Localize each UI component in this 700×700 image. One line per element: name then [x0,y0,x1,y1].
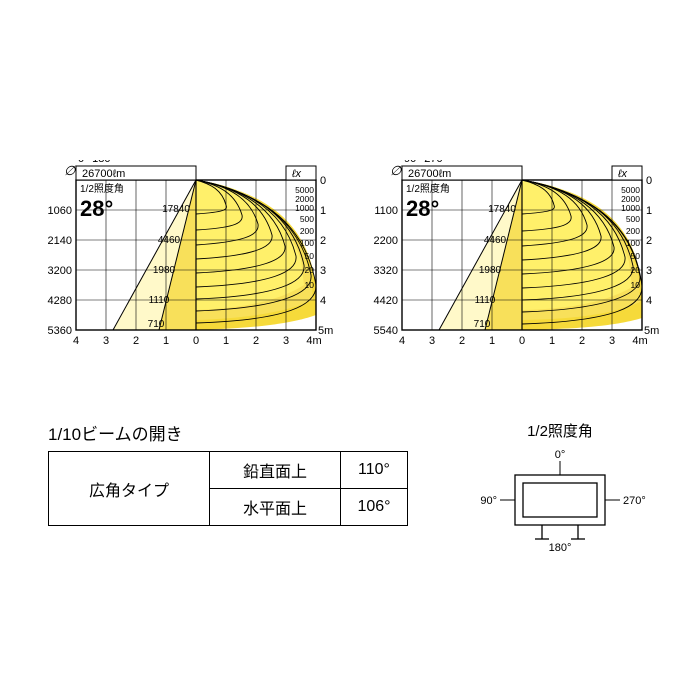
svg-text:1000: 1000 [295,203,314,213]
svg-text:1/2照度角: 1/2照度角 [406,182,450,195]
svg-text:200: 200 [300,226,314,236]
svg-text:1: 1 [646,205,652,217]
svg-text:3: 3 [646,265,652,277]
svg-text:26700ℓm: 26700ℓm [408,168,451,180]
svg-text:17840: 17840 [488,204,516,215]
svg-text:0°: 0° [555,449,566,461]
svg-text:2: 2 [320,235,326,247]
svg-text:2: 2 [459,335,465,347]
svg-text:500: 500 [626,214,640,224]
svg-text:90°-270°: 90°-270° [404,160,447,165]
svg-text:3200: 3200 [48,265,72,277]
svg-text:2140: 2140 [48,235,72,247]
chart-90-270: 26700ℓm 90°-270° ∅ ℓx 1/2照度角 28° 1100 22… [362,160,672,405]
svg-text:4m: 4m [632,335,647,347]
svg-text:4: 4 [399,335,405,347]
svg-text:500: 500 [300,214,314,224]
angle-title: 1/2照度角 [470,420,650,441]
svg-text:1: 1 [489,335,495,347]
row2-value: 106° [341,489,408,526]
svg-text:4460: 4460 [158,235,181,246]
svg-text:100: 100 [626,238,640,248]
svg-text:3: 3 [103,335,109,347]
svg-text:4420: 4420 [374,295,398,307]
svg-text:1980: 1980 [479,265,502,276]
svg-text:0: 0 [320,175,326,187]
row2-label: 水平面上 [210,489,341,526]
svg-text:200: 200 [626,226,640,236]
svg-text:0: 0 [193,335,199,347]
svg-text:90°: 90° [480,495,497,507]
svg-text:270°: 270° [623,495,646,507]
halfval-1: 28° [80,196,113,221]
angle-diagram: 1/2照度角 0° 90° 270° 180° [470,420,650,560]
beam-table-section: 1/10ビームの開き 広角タイプ 鉛直面上 110° 水平面上 106° [48,420,408,526]
svg-text:3: 3 [609,335,615,347]
row1-label: 鉛直面上 [210,452,341,489]
lx-1: ℓx [291,168,302,180]
svg-text:ℓx: ℓx [617,168,628,180]
svg-text:180°: 180° [549,542,572,554]
svg-text:710: 710 [474,319,491,330]
svg-text:1: 1 [163,335,169,347]
svg-text:4: 4 [646,295,652,307]
svg-text:1110: 1110 [149,295,170,306]
svg-text:3: 3 [320,265,326,277]
svg-text:4460: 4460 [484,235,507,246]
svg-text:1060: 1060 [48,205,72,217]
svg-text:4m: 4m [306,335,321,347]
svg-text:0: 0 [519,335,525,347]
svg-text:10: 10 [305,280,315,290]
svg-text:710: 710 [148,319,165,330]
svg-text:4: 4 [320,295,326,307]
table-title: 1/10ビームの開き [48,420,408,445]
svg-text:4280: 4280 [48,295,72,307]
svg-text:1980: 1980 [153,265,176,276]
phi-1: ∅ [64,163,76,178]
svg-text:3320: 3320 [374,265,398,277]
svg-text:2: 2 [646,235,652,247]
svg-text:1000: 1000 [621,203,640,213]
svg-text:2: 2 [579,335,585,347]
svg-text:50: 50 [631,251,641,261]
svg-text:10: 10 [631,280,641,290]
hdr-1: 0°-180° [78,160,115,165]
svg-text:2: 2 [133,335,139,347]
svg-text:20: 20 [631,265,641,275]
svg-text:17840: 17840 [162,204,190,215]
svg-text:20: 20 [305,265,315,275]
type-label: 広角タイプ [49,452,210,526]
chart-0-180: 26700ℓm 0°-180° ∅ ℓx 1/2照度角 28° 1060 214… [36,160,346,405]
svg-text:50: 50 [305,251,315,261]
row1-value: 110° [341,452,408,489]
svg-text:5540: 5540 [374,325,398,337]
svg-text:1: 1 [320,205,326,217]
svg-text:1100: 1100 [374,205,398,217]
svg-text:5360: 5360 [48,325,72,337]
svg-text:1: 1 [223,335,229,347]
svg-text:2200: 2200 [374,235,398,247]
svg-text:1110: 1110 [475,295,496,306]
halflbl-1: 1/2照度角 [80,182,124,195]
svg-text:100: 100 [300,238,314,248]
svg-text:3: 3 [429,335,435,347]
svg-text:0: 0 [646,175,652,187]
svg-text:2: 2 [253,335,259,347]
svg-text:28°: 28° [406,196,439,221]
svg-text:1: 1 [549,335,555,347]
svg-text:3: 3 [283,335,289,347]
beam-table: 広角タイプ 鉛直面上 110° 水平面上 106° [48,451,408,526]
svg-text:∅: ∅ [390,163,402,178]
lumen-1: 26700ℓm [82,168,125,180]
svg-text:4: 4 [73,335,79,347]
